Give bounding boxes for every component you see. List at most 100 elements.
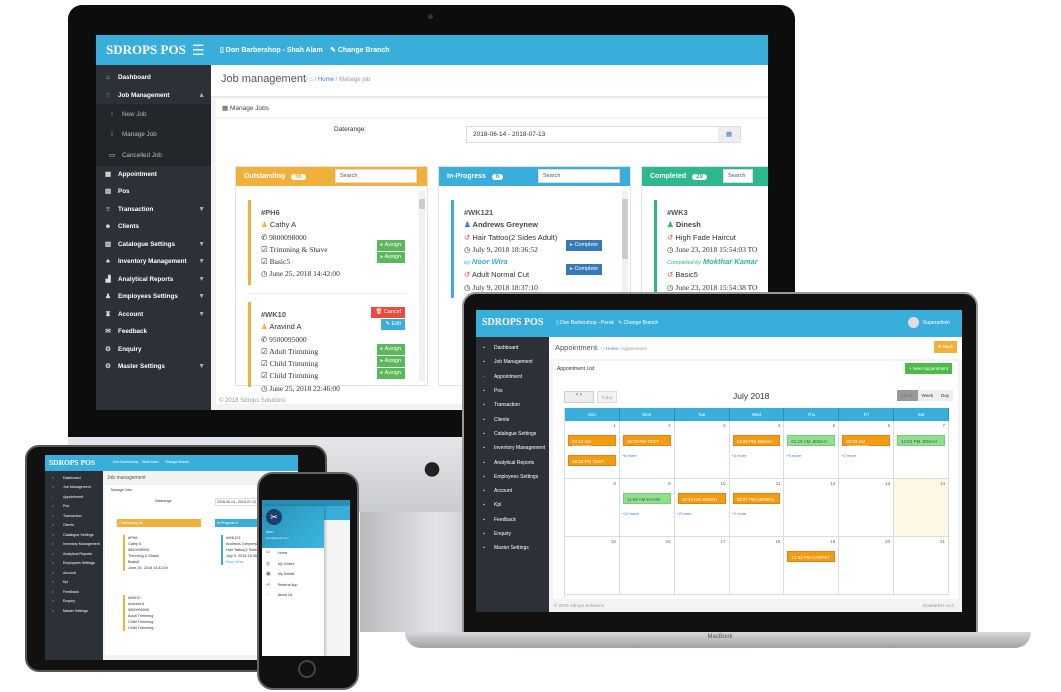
- calendar-day[interactable]: 11 18:07 PM ADMINS +2 more: [729, 479, 785, 537]
- sidebar-item-inventory-management[interactable]: ▪ Inventory Management: [476, 441, 549, 455]
- sidebar-item-kpi[interactable]: ▪ Kpi: [45, 578, 103, 588]
- calendar-day[interactable]: 14: [894, 479, 949, 537]
- sidebar-item-employees-settings[interactable]: ▪ Employees Settings: [45, 559, 103, 569]
- sidebar-item-master-settings[interactable]: ▪ Master Settings: [45, 606, 103, 616]
- calendar-day[interactable]: 8: [565, 479, 620, 537]
- sidebar-item-new-job[interactable]: ⁞ New Job: [96, 104, 211, 125]
- sidebar-item-employees-settings[interactable]: ♟ Employees Settings ▼: [96, 288, 211, 306]
- calendar-event[interactable]: 01:15 AM JEMAH: [787, 435, 836, 446]
- daterange-input[interactable]: 2018-06-14 - 2018-07-13: [215, 498, 298, 506]
- calendar-event[interactable]: 04:10 AM GOVINDA: [568, 435, 616, 449]
- sidebar-item-clients[interactable]: ▪ Clients: [45, 521, 103, 531]
- calendar-event[interactable]: 18:07 PM ADMINS: [732, 493, 781, 504]
- view-month-button[interactable]: Month: [897, 390, 918, 401]
- calendar-day[interactable]: 21: [894, 537, 949, 595]
- assign-button[interactable]: ▸ Assign: [376, 344, 405, 355]
- more-events-link[interactable]: +6 more: [621, 453, 637, 458]
- sidebar-item-clients[interactable]: ▪ Clients: [476, 412, 549, 426]
- sidebar-item-transaction[interactable]: ▪ Transaction: [45, 511, 103, 521]
- more-events-link[interactable]: +5 more: [786, 453, 802, 458]
- change-branch-link[interactable]: ✎ Change Branch: [618, 320, 659, 326]
- complete-button[interactable]: ▸ Complete: [566, 240, 602, 251]
- branch-name[interactable]: Don Barbershop - Shah Alam: [113, 460, 159, 464]
- calendar-day[interactable]: 9 11:58 AM KAVIN +10 more: [619, 479, 675, 537]
- assign-button[interactable]: ▸ Assign: [376, 240, 405, 251]
- search-input[interactable]: Search: [538, 169, 620, 183]
- sidebar-item-clients[interactable]: ☻ Clients: [96, 218, 211, 236]
- sidebar-item-feedback[interactable]: ▪ Feedback: [476, 513, 549, 527]
- new-appointment-button[interactable]: + New Appointment: [904, 363, 952, 374]
- sidebar-item-enquiry[interactable]: ⚙ Enquiry: [96, 341, 211, 359]
- sidebar-item-catalogue-settings[interactable]: ▪ Catalogue Settings: [476, 427, 549, 441]
- more-events-link[interactable]: +10 more: [621, 511, 639, 516]
- job-card[interactable]: #PH6 ♟ Cathy A ✆ 9800098000 ☑ Trimming &…: [248, 200, 413, 285]
- calendar-day[interactable]: 20: [839, 537, 895, 595]
- sidebar-item-transaction[interactable]: ▪ Transaction: [476, 398, 549, 412]
- sidebar-item-pos[interactable]: ▤ Pos: [96, 183, 211, 201]
- calendar-day[interactable]: 19 17:43 PM CARPET: [784, 537, 840, 595]
- sidebar-item-pos[interactable]: ▪ Pos: [476, 384, 549, 398]
- drawer-item-my-orders[interactable]: ◎ My Orders: [262, 559, 324, 570]
- more-events-link[interactable]: +4 more: [731, 453, 747, 458]
- cancel-button[interactable]: 🗑 Cancel: [371, 307, 405, 318]
- calendar-event[interactable]: 01:02 AM ANDREWS: [842, 435, 891, 449]
- search-input[interactable]: Search: [335, 169, 417, 183]
- sidebar-item-kpi[interactable]: ▪ Kpi: [476, 498, 549, 512]
- calendar-day[interactable]: 16: [619, 537, 675, 595]
- menu-toggle-icon[interactable]: ☰: [192, 42, 205, 58]
- sidebar-item-analytical-reports[interactable]: ▟ Analytical Reports ▼: [96, 271, 211, 289]
- job-card[interactable]: #WK121 Andrews Greynew Hair Tattoo(2 Sides…: [221, 535, 269, 565]
- sidebar-item-transaction[interactable]: ≡ Transaction ▼: [96, 201, 211, 219]
- assign-button[interactable]: ▸ Assign: [376, 368, 405, 379]
- calendar-day[interactable]: 1 04:10 AM GOVINDA 15:22 PM TEST: [565, 421, 620, 479]
- sidebar-item-analytical-reports[interactable]: ▪ Analytical Reports: [45, 549, 103, 559]
- branch-name[interactable]: ▯ Don Barbershop - Shah Alam: [220, 47, 323, 54]
- calendar-day[interactable]: 2 15:23 PM TEST +6 more: [619, 421, 675, 479]
- sidebar-item-manage-job[interactable]: ⁞ Manage Job: [96, 124, 211, 145]
- drawer-item-about-us[interactable]: ◌ About Us: [262, 590, 324, 601]
- view-week-button[interactable]: Week: [917, 390, 937, 401]
- scrollbar[interactable]: [622, 191, 628, 381]
- job-card[interactable]: #WK121 ♟ Andrews Greynew ↺ Hair Tattoo(2…: [451, 200, 616, 298]
- user-menu[interactable]: Superadmin: [923, 320, 950, 326]
- back-button[interactable]: ⚙ Back: [933, 341, 957, 353]
- sidebar-item-inventory-management[interactable]: ▪ Inventory Management: [45, 540, 103, 550]
- calendar-event[interactable]: 13:32 PM JEMAH: [732, 435, 781, 446]
- daterange-input[interactable]: 2018-06-14 - 2018-07-13 ▦: [466, 126, 741, 143]
- drawer-item-home[interactable]: ✂ Home: [262, 548, 324, 559]
- breadcrumb-home[interactable]: Home: [317, 77, 334, 83]
- scrollbar[interactable]: [419, 191, 425, 381]
- assign-button[interactable]: ▸ Assign: [376, 252, 405, 263]
- drawer-item-my-details[interactable]: ▣ My Details: [262, 569, 324, 580]
- avatar[interactable]: [908, 317, 919, 328]
- sidebar-item-catalogue-settings[interactable]: ▪ Catalogue Settings: [45, 530, 103, 540]
- sidebar-item-enquiry[interactable]: ▪ Enquiry: [476, 527, 549, 541]
- sidebar-item-account[interactable]: ▪ Account: [476, 484, 549, 498]
- calendar-day[interactable]: 15: [565, 537, 620, 595]
- more-events-link[interactable]: +2 more: [731, 511, 747, 516]
- edit-button[interactable]: ✎ Edit: [381, 319, 405, 330]
- sidebar-item-account[interactable]: ♜ Account ▼: [96, 306, 211, 324]
- calendar-event[interactable]: 15:23 PM TEST: [622, 435, 671, 446]
- today-button[interactable]: Today: [597, 391, 618, 403]
- sidebar-item-master-settings[interactable]: ⚙ Master Settings ▼: [96, 358, 211, 376]
- branch-name[interactable]: ▯ Don Barbershop - Perak: [556, 320, 615, 326]
- sidebar-item-master-settings[interactable]: ▪ Master Settings: [476, 541, 549, 555]
- sidebar-item-feedback[interactable]: ▪ Feedback: [45, 587, 103, 597]
- job-card[interactable]: #WK10 Aravind A 9500095000 Adult Trimming Ch…: [123, 595, 153, 631]
- calendar-day[interactable]: 5 01:15 AM JEMAH +5 more: [784, 421, 840, 479]
- drawer-item-referral-app[interactable]: ⋖ Referral App: [262, 580, 324, 591]
- job-card[interactable]: #WK3 ♟ Dinesh ↺ High Fade Haircut ◷ June…: [654, 200, 768, 298]
- calendar-event[interactable]: 17:43 PM CARPET: [787, 551, 836, 562]
- change-branch-link[interactable]: Change Branch: [165, 460, 190, 464]
- calendar-day[interactable]: 18: [729, 537, 785, 595]
- sidebar-item-appointment[interactable]: ▦ Appointment: [96, 166, 211, 184]
- sidebar-item-catalogue-settings[interactable]: ▥ Catalogue Settings ▼: [96, 236, 211, 254]
- sidebar-item-appointment[interactable]: ▪ Appointment: [45, 492, 103, 502]
- sidebar-item-inventory-management[interactable]: ♣ Inventory Management ▼: [96, 253, 211, 271]
- sidebar-item-account[interactable]: ▪ Account: [45, 568, 103, 578]
- assign-button[interactable]: ▸ Assign: [376, 356, 405, 367]
- sidebar-item-dashboard[interactable]: ⌂ Dashboard: [96, 69, 211, 87]
- sidebar-item-appointment[interactable]: ▪ Appointment: [476, 370, 549, 384]
- calendar-day[interactable]: 12: [784, 479, 840, 537]
